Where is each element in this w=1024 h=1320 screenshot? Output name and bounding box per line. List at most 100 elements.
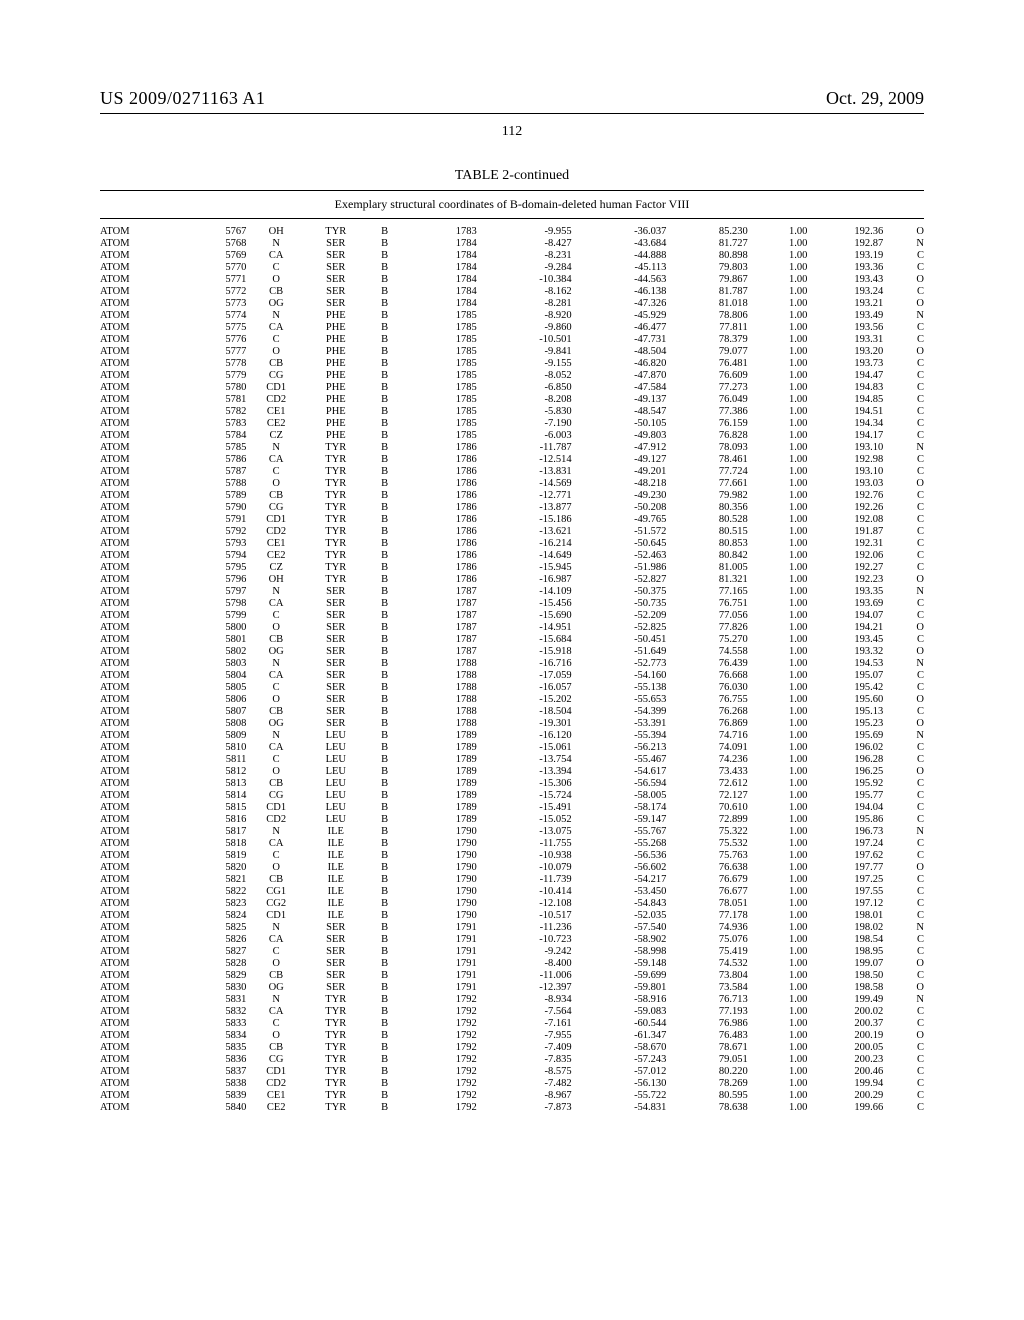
- table-cell: -8.920: [477, 309, 572, 321]
- table-row: ATOM5805CSERB1788-16.057-55.13876.0301.0…: [100, 681, 924, 693]
- table-cell: 193.10: [807, 441, 883, 453]
- table-cell: 72.899: [666, 813, 747, 825]
- table-cell: B: [366, 513, 404, 525]
- table-cell: B: [366, 633, 404, 645]
- table-cell: 81.787: [666, 285, 747, 297]
- table-cell: 78.461: [666, 453, 747, 465]
- table-cell: PHE: [306, 429, 366, 441]
- table-row: ATOM5836CGTYRB1792-7.835-57.24379.0511.0…: [100, 1053, 924, 1065]
- table-cell: B: [366, 741, 404, 753]
- table-cell: B: [366, 477, 404, 489]
- table-cell: -56.536: [572, 849, 667, 861]
- table-cell: 196.02: [807, 741, 883, 753]
- table-cell: B: [366, 621, 404, 633]
- table-cell: TYR: [306, 1041, 366, 1053]
- table-cell: ATOM: [100, 609, 187, 621]
- table-cell: 1.00: [748, 441, 808, 453]
- table-row: ATOM5788OTYRB1786-14.569-48.21877.6611.0…: [100, 477, 924, 489]
- table-cell: -8.427: [477, 237, 572, 249]
- table-cell: B: [366, 237, 404, 249]
- table-cell: -14.109: [477, 585, 572, 597]
- table-row: ATOM5834OTYRB1792-7.955-61.34776.4831.00…: [100, 1029, 924, 1041]
- table-cell: ATOM: [100, 261, 187, 273]
- table-cell: B: [366, 357, 404, 369]
- table-cell: OG: [246, 717, 306, 729]
- table-cell: -8.162: [477, 285, 572, 297]
- table-cell: 1792: [404, 1077, 477, 1089]
- table-cell: C: [246, 333, 306, 345]
- table-cell: C: [883, 357, 924, 369]
- table-cell: 5802: [187, 645, 247, 657]
- table-cell: O: [883, 225, 924, 237]
- table-cell: B: [366, 765, 404, 777]
- table-cell: 1.00: [748, 525, 808, 537]
- table-cell: 1.00: [748, 381, 808, 393]
- table-cell: SER: [306, 621, 366, 633]
- table-cell: ATOM: [100, 249, 187, 261]
- table-cell: 77.386: [666, 405, 747, 417]
- table-cell: 1792: [404, 1053, 477, 1065]
- table-cell: 1.00: [748, 249, 808, 261]
- table-cell: -47.912: [572, 441, 667, 453]
- table-cell: -13.394: [477, 765, 572, 777]
- table-cell: SER: [306, 657, 366, 669]
- table-cell: O: [246, 1029, 306, 1041]
- table-cell: 192.98: [807, 453, 883, 465]
- table-cell: 1790: [404, 861, 477, 873]
- table-cell: -47.326: [572, 297, 667, 309]
- table-cell: C: [246, 465, 306, 477]
- table-cell: -15.684: [477, 633, 572, 645]
- table-cell: O: [883, 957, 924, 969]
- table-cell: N: [883, 729, 924, 741]
- table-cell: -50.735: [572, 597, 667, 609]
- table-cell: C: [883, 945, 924, 957]
- table-row: ATOM5839CE1TYRB1792-8.967-55.72280.5951.…: [100, 1089, 924, 1101]
- table-cell: B: [366, 729, 404, 741]
- table-cell: -43.684: [572, 237, 667, 249]
- table-cell: ATOM: [100, 513, 187, 525]
- table-cell: 198.02: [807, 921, 883, 933]
- table-cell: B: [366, 861, 404, 873]
- table-cell: B: [366, 417, 404, 429]
- table-cell: CA: [246, 321, 306, 333]
- table-cell: 1788: [404, 705, 477, 717]
- table-cell: 1789: [404, 753, 477, 765]
- table-cell: 197.77: [807, 861, 883, 873]
- table-cell: 200.46: [807, 1065, 883, 1077]
- table-cell: -56.130: [572, 1077, 667, 1089]
- table-cell: 5827: [187, 945, 247, 957]
- table-cell: 1786: [404, 537, 477, 549]
- table-cell: 70.610: [666, 801, 747, 813]
- table-cell: -44.563: [572, 273, 667, 285]
- table-cell: 194.47: [807, 369, 883, 381]
- table-cell: 5833: [187, 1017, 247, 1029]
- table-cell: ATOM: [100, 321, 187, 333]
- table-cell: PHE: [306, 393, 366, 405]
- table-cell: C: [883, 897, 924, 909]
- table-cell: -46.138: [572, 285, 667, 297]
- table-cell: 1.00: [748, 237, 808, 249]
- table-cell: 74.716: [666, 729, 747, 741]
- table-cell: B: [366, 1053, 404, 1065]
- table-cell: 192.27: [807, 561, 883, 573]
- table-cell: 1792: [404, 993, 477, 1005]
- table-cell: N: [883, 237, 924, 249]
- table-cell: 195.42: [807, 681, 883, 693]
- table-cell: 77.165: [666, 585, 747, 597]
- table-cell: 192.08: [807, 513, 883, 525]
- table-cell: 5789: [187, 489, 247, 501]
- table-cell: -56.594: [572, 777, 667, 789]
- table-cell: -52.209: [572, 609, 667, 621]
- table-cell: TYR: [306, 1101, 366, 1113]
- table-cell: 76.751: [666, 597, 747, 609]
- table-cell: 1783: [404, 225, 477, 237]
- table-cell: 194.21: [807, 621, 883, 633]
- table-cell: 5782: [187, 405, 247, 417]
- table-cell: 199.07: [807, 957, 883, 969]
- table-cell: CE2: [246, 549, 306, 561]
- table-cell: 193.03: [807, 477, 883, 489]
- table-cell: ATOM: [100, 501, 187, 513]
- document-number: US 2009/0271163 A1: [100, 88, 265, 109]
- table-cell: ATOM: [100, 909, 187, 921]
- table-cell: 1.00: [748, 681, 808, 693]
